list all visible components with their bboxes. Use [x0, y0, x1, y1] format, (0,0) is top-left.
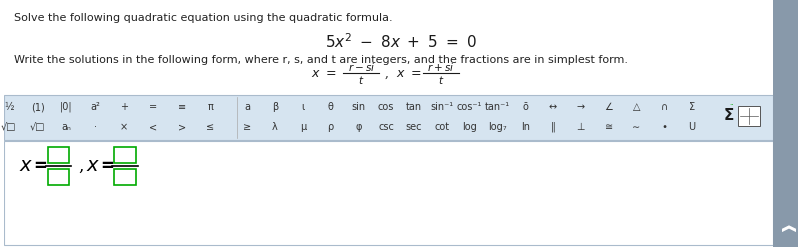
Text: ln: ln: [521, 122, 530, 132]
Text: ↔: ↔: [549, 102, 557, 112]
FancyBboxPatch shape: [4, 141, 774, 245]
Text: ρ: ρ: [327, 122, 334, 132]
Text: cos: cos: [378, 102, 394, 112]
Text: $x\ =\ $: $x\ =\ $: [396, 66, 422, 80]
Text: sin⁻¹: sin⁻¹: [430, 102, 454, 112]
Text: ≥: ≥: [243, 122, 251, 132]
Text: β: β: [272, 102, 278, 112]
Text: ½: ½: [4, 102, 14, 112]
Text: a: a: [244, 102, 250, 112]
Text: =: =: [34, 157, 47, 175]
Text: $x$: $x$: [18, 157, 33, 175]
Text: Write the solutions in the following form, where r, s, and t are integers, and t: Write the solutions in the following for…: [14, 55, 628, 65]
Text: >: >: [178, 122, 186, 132]
Text: ,: ,: [384, 66, 388, 80]
Text: →: →: [577, 102, 585, 112]
Text: $x$: $x$: [86, 157, 101, 175]
Text: Solve the following quadratic equation using the quadratic formula.: Solve the following quadratic equation u…: [14, 13, 393, 23]
Text: ∠: ∠: [604, 102, 613, 112]
Text: ×: ×: [120, 122, 128, 132]
Text: μ: μ: [300, 122, 306, 132]
Text: ··: ··: [730, 102, 734, 108]
Text: tan⁻¹: tan⁻¹: [485, 102, 510, 112]
Text: ≅: ≅: [605, 122, 613, 132]
Text: aₙ: aₙ: [62, 122, 71, 132]
Text: π: π: [207, 102, 214, 112]
Text: ō: ō: [522, 102, 528, 112]
Text: ❰: ❰: [778, 224, 792, 236]
Text: ⊥: ⊥: [577, 122, 585, 132]
Text: a²: a²: [90, 102, 100, 112]
Text: ≡: ≡: [178, 102, 186, 112]
Text: ,: ,: [78, 158, 84, 174]
Text: cos⁻¹: cos⁻¹: [457, 102, 482, 112]
Text: $x\ =\ $: $x\ =\ $: [311, 66, 337, 80]
Text: √□: √□: [30, 122, 46, 132]
FancyBboxPatch shape: [47, 147, 70, 163]
Text: <: <: [149, 122, 157, 132]
Text: ∼: ∼: [632, 122, 641, 132]
Text: $5x^2\ -\ 8x\ +\ 5\ =\ 0$: $5x^2\ -\ 8x\ +\ 5\ =\ 0$: [326, 32, 477, 51]
Text: ι: ι: [301, 102, 304, 112]
Text: cot: cot: [434, 122, 450, 132]
FancyBboxPatch shape: [114, 147, 136, 163]
Text: ∙: ∙: [661, 122, 667, 132]
Text: ·: ·: [94, 122, 97, 132]
Text: $t$: $t$: [438, 74, 444, 86]
Text: sec: sec: [406, 122, 422, 132]
Text: log₇: log₇: [488, 122, 506, 132]
FancyBboxPatch shape: [4, 95, 774, 140]
Text: csc: csc: [378, 122, 394, 132]
Text: ≤: ≤: [206, 122, 214, 132]
Text: $r + si$: $r + si$: [427, 61, 454, 73]
Text: $r - si$: $r - si$: [348, 61, 375, 73]
FancyBboxPatch shape: [774, 0, 798, 247]
Text: λ: λ: [272, 122, 278, 132]
Text: ∩: ∩: [661, 102, 668, 112]
FancyBboxPatch shape: [47, 169, 70, 185]
FancyBboxPatch shape: [738, 106, 759, 126]
Text: √□: √□: [1, 122, 17, 132]
Text: (1): (1): [30, 102, 45, 112]
Text: |0|: |0|: [60, 102, 73, 112]
Text: θ: θ: [328, 102, 334, 112]
Text: ‖: ‖: [550, 122, 555, 132]
Text: φ: φ: [355, 122, 362, 132]
Text: △: △: [633, 102, 640, 112]
Text: $t$: $t$: [358, 74, 365, 86]
Text: U: U: [689, 122, 695, 132]
Text: log: log: [462, 122, 477, 132]
Text: =: =: [149, 102, 157, 112]
Text: sin: sin: [351, 102, 366, 112]
Text: Σ: Σ: [723, 107, 734, 123]
Text: Σ: Σ: [689, 102, 695, 112]
Text: +: +: [120, 102, 128, 112]
Text: tan: tan: [406, 102, 422, 112]
Text: =: =: [100, 157, 114, 175]
FancyBboxPatch shape: [114, 169, 136, 185]
